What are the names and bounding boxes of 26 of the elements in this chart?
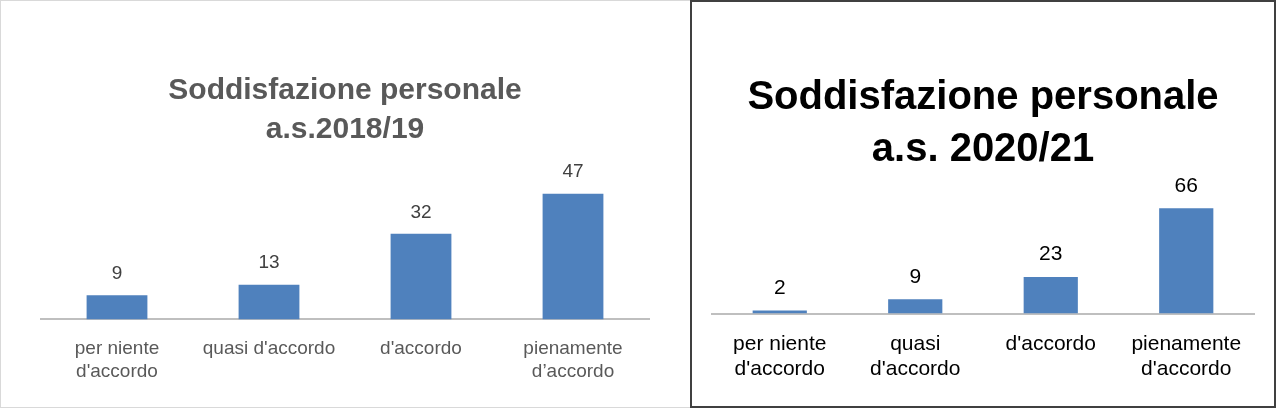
bar <box>238 284 300 320</box>
x-tick-label: d'accordo <box>380 337 462 359</box>
bar <box>752 310 807 314</box>
bar <box>1023 276 1078 314</box>
chart-title: Soddisfazione personale a.s. 2020/21 <box>747 73 1219 170</box>
data-label: 47 <box>562 160 584 182</box>
x-tick-label: per niente d'accordo <box>74 337 160 381</box>
bar <box>1159 208 1214 314</box>
data-label: 23 <box>1039 241 1063 265</box>
x-tick-label: d'accordo <box>1005 331 1096 354</box>
data-label: 32 <box>410 200 432 222</box>
x-tick-label: quasi d'accordo <box>870 331 961 380</box>
x-tick-label: pienamente d’accordo <box>523 337 623 381</box>
x-tick-label: per niente d'accordo <box>733 331 827 380</box>
data-label: 13 <box>258 251 280 273</box>
data-label: 9 <box>909 263 922 287</box>
x-tick-label: pienamente d'accordo <box>1131 331 1242 380</box>
bar <box>888 299 943 314</box>
data-label: 2 <box>773 274 786 298</box>
data-label: 9 <box>111 262 123 284</box>
x-tick-label: quasi d'accordo <box>202 337 336 359</box>
bar <box>542 193 604 320</box>
bar <box>390 233 452 320</box>
data-label: 66 <box>1174 172 1198 196</box>
bar <box>86 295 148 320</box>
chart-title: Soddisfazione personale a.s.2018/19 <box>168 71 522 144</box>
